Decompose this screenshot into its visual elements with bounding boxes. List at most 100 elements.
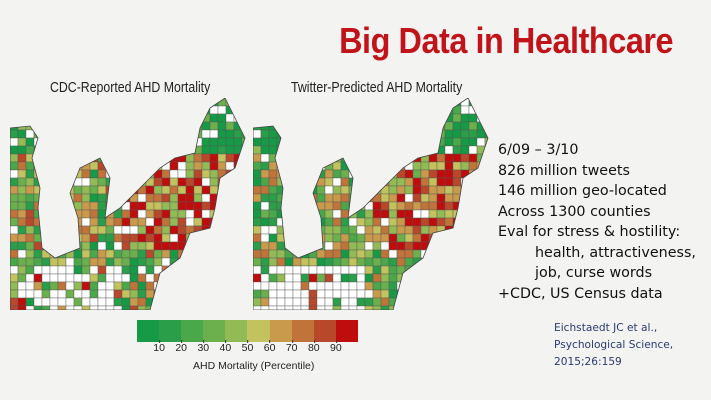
county <box>452 225 462 235</box>
county <box>49 105 59 115</box>
county <box>412 201 422 211</box>
county <box>364 241 374 251</box>
county <box>49 265 59 275</box>
county <box>332 129 342 139</box>
county <box>356 265 366 275</box>
county <box>25 241 35 251</box>
county <box>161 249 171 259</box>
county <box>460 153 470 163</box>
county <box>372 201 382 211</box>
county <box>153 177 163 187</box>
county <box>308 161 318 171</box>
county <box>388 193 398 203</box>
county <box>57 193 67 203</box>
county <box>372 177 382 187</box>
county <box>25 113 35 123</box>
county <box>105 249 115 259</box>
county <box>81 137 91 147</box>
county <box>233 209 243 219</box>
county <box>484 161 488 171</box>
county <box>241 177 245 187</box>
county <box>105 225 115 235</box>
county <box>177 201 187 211</box>
county <box>388 169 398 179</box>
county <box>217 121 227 131</box>
county <box>201 305 211 310</box>
county <box>81 249 91 259</box>
county <box>332 281 342 291</box>
county <box>300 273 310 283</box>
county <box>476 297 486 307</box>
county <box>292 121 302 131</box>
county <box>388 241 398 251</box>
county <box>89 289 99 299</box>
county <box>444 137 454 147</box>
county <box>260 241 270 251</box>
county <box>145 185 155 195</box>
county <box>89 121 99 131</box>
county <box>153 281 163 291</box>
county <box>121 233 131 243</box>
county <box>412 265 422 275</box>
county <box>241 98 245 107</box>
county <box>57 297 67 307</box>
county <box>121 145 131 155</box>
county <box>169 105 179 115</box>
county <box>17 193 27 203</box>
county <box>308 289 318 299</box>
county <box>177 217 187 227</box>
county <box>420 145 430 155</box>
county <box>129 249 139 259</box>
county <box>145 177 155 187</box>
county <box>169 121 179 131</box>
county <box>97 257 107 267</box>
county <box>324 273 334 283</box>
county <box>324 169 334 179</box>
county <box>292 201 302 211</box>
county <box>41 137 51 147</box>
county <box>460 233 470 243</box>
county <box>17 113 27 123</box>
county <box>121 193 131 203</box>
county <box>268 169 278 179</box>
county <box>97 281 107 291</box>
county <box>33 257 43 267</box>
county <box>420 289 430 299</box>
county <box>185 193 195 203</box>
county <box>340 177 350 187</box>
county <box>292 113 302 123</box>
county <box>484 249 488 259</box>
county <box>260 177 270 187</box>
county <box>380 105 390 115</box>
county <box>49 201 59 211</box>
county <box>276 113 286 123</box>
county <box>10 233 19 243</box>
county <box>169 201 179 211</box>
county <box>169 145 179 155</box>
county <box>452 169 462 179</box>
county <box>49 113 59 123</box>
county <box>121 137 131 147</box>
legend-swatch <box>247 320 270 342</box>
county <box>332 289 342 299</box>
county <box>308 225 318 235</box>
county <box>33 121 43 131</box>
county <box>241 201 245 211</box>
bullet-item: 826 million tweets <box>498 162 630 179</box>
county <box>81 297 91 307</box>
county <box>388 201 398 211</box>
county <box>253 169 262 179</box>
county <box>177 305 187 310</box>
county <box>476 98 486 107</box>
county <box>145 209 155 219</box>
county <box>129 129 139 139</box>
county <box>300 225 310 235</box>
county <box>209 177 219 187</box>
county <box>348 265 358 275</box>
county <box>33 289 43 299</box>
county <box>324 145 334 155</box>
county <box>161 233 171 243</box>
county <box>97 297 107 307</box>
county <box>65 201 75 211</box>
county <box>300 137 310 147</box>
